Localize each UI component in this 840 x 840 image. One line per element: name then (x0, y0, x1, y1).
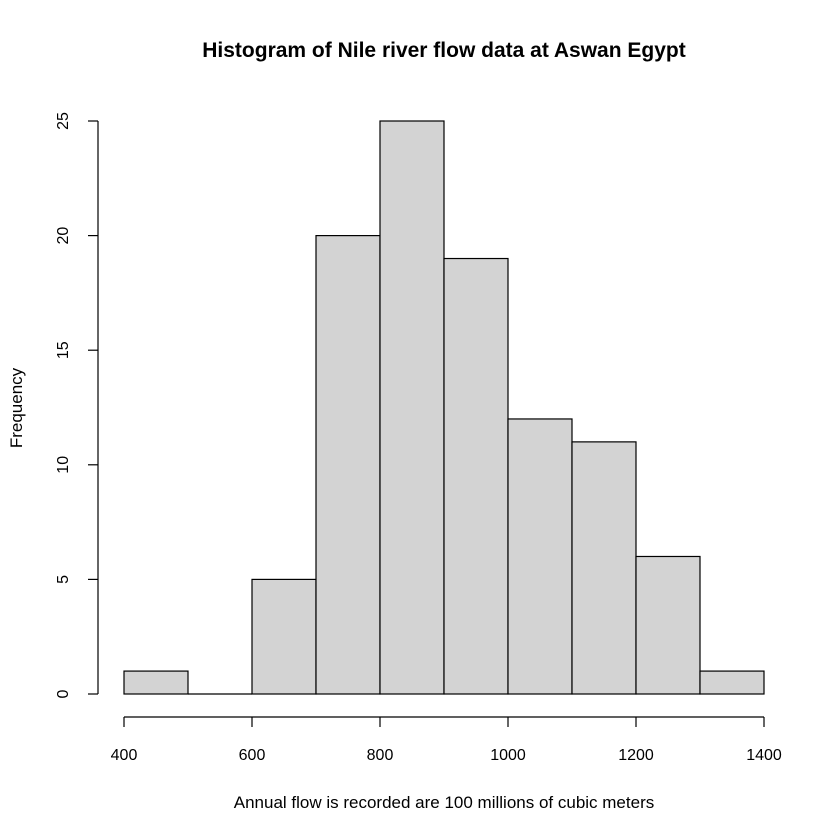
histogram-bar-1300-1400 (699, 670, 765, 695)
y-tick-label: 15 (55, 341, 72, 359)
histogram-bar-400-500 (123, 670, 189, 695)
y-tick-label: 5 (55, 575, 72, 584)
y-tick-label: 10 (55, 456, 72, 474)
y-tick-label: 25 (55, 112, 72, 130)
histogram-bar-700-800 (315, 235, 381, 695)
y-tick-label: 20 (55, 227, 72, 245)
histogram-bar-1100-1200 (571, 441, 637, 695)
bars-group (123, 120, 765, 695)
histogram-bar-600-700 (251, 578, 317, 695)
x-axis: 400 600 800 1000 1200 1400 (111, 716, 782, 764)
y-axis-label: Frequency (7, 367, 26, 448)
histogram-bar-1200-1300 (635, 555, 701, 695)
chart-title: Histogram of Nile river flow data at Asw… (202, 39, 685, 62)
x-tick-label: 600 (239, 747, 266, 764)
x-tick-label: 400 (111, 747, 138, 764)
x-tick-label: 1000 (490, 747, 526, 764)
x-tick-label: 1400 (746, 747, 782, 764)
x-tick-label: 1200 (618, 747, 654, 764)
y-tick-label: 0 (55, 689, 72, 698)
histogram-bar-900-1000 (443, 257, 509, 695)
histogram-bar-800-900 (379, 120, 445, 695)
x-axis-label: Annual flow is recorded are 100 millions… (234, 793, 654, 812)
histogram-bar-1000-1100 (507, 418, 573, 695)
y-axis: 0 5 10 15 20 25 (55, 112, 99, 698)
x-tick-label: 800 (367, 747, 394, 764)
